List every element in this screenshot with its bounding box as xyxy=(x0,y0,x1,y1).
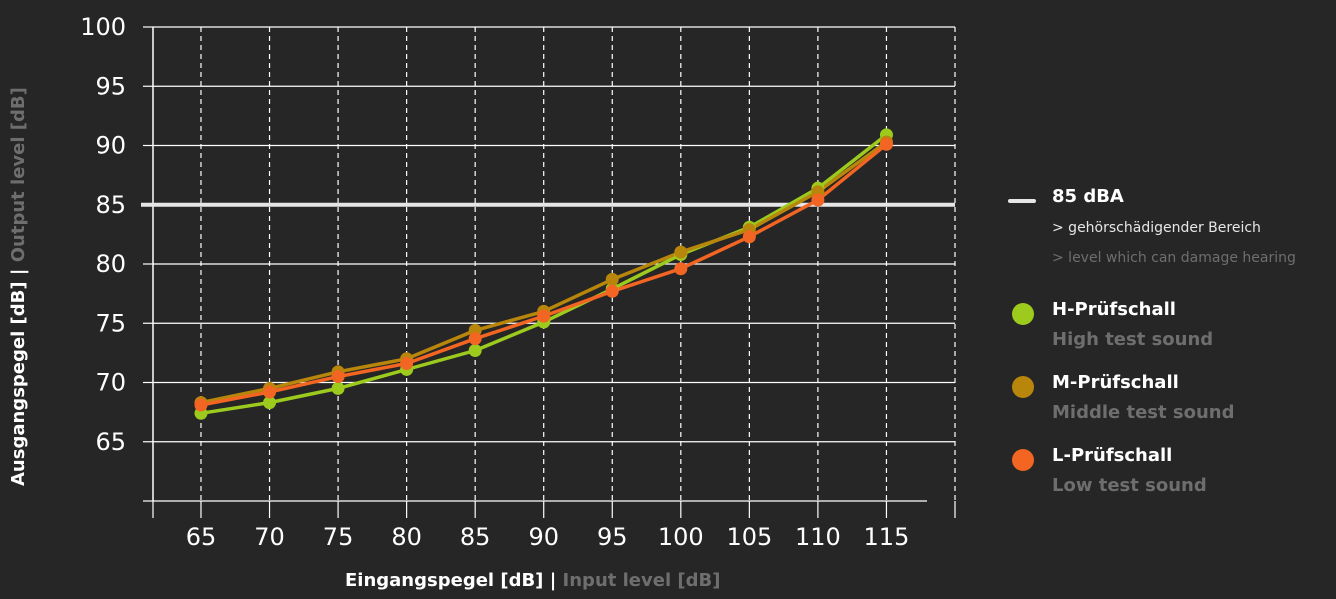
data-point-2-85 xyxy=(468,332,482,346)
data-point-1-100 xyxy=(674,245,688,259)
data-point-0-75 xyxy=(331,381,345,395)
y-tick-label: 65 xyxy=(95,428,126,456)
x-axis-label: Eingangspegel [dB] | Input level [dB] xyxy=(345,570,720,591)
data-point-2-110 xyxy=(811,193,825,207)
y-tick-label: 90 xyxy=(95,132,126,160)
legend-sublabel-l: Low test sound xyxy=(1052,475,1207,496)
legend-label-l: L-Prüfschall xyxy=(1052,445,1173,466)
data-point-2-75 xyxy=(331,370,345,384)
x-tick-label: 70 xyxy=(254,523,285,551)
y-axis-label: Ausgangspegel [dB] | Output level [dB] xyxy=(8,87,29,486)
x-tick-label: 105 xyxy=(726,523,772,551)
data-point-0-85 xyxy=(468,344,482,358)
data-point-0-70 xyxy=(263,396,277,410)
axes xyxy=(143,26,956,518)
x-axis-label-sep: | xyxy=(549,570,557,591)
y-axis-label-sep: | xyxy=(8,268,29,276)
x-tick-label: 75 xyxy=(323,523,354,551)
threshold-desc-en: > level which can damage hearing xyxy=(1052,250,1296,266)
x-axis-label-en: Input level [dB] xyxy=(562,570,721,591)
x-tick-label: 85 xyxy=(460,523,491,551)
threshold-legend-label: 85 dBA xyxy=(1052,186,1124,207)
y-tick-label: 80 xyxy=(95,250,126,278)
x-axis-label-de: Eingangspegel [dB] xyxy=(345,570,544,591)
data-point-2-80 xyxy=(400,357,414,371)
legend-label-h: H-Prüfschall xyxy=(1052,299,1176,320)
legend-sublabel-h: High test sound xyxy=(1052,329,1214,350)
x-tick-label: 65 xyxy=(186,523,217,551)
data-point-2-105 xyxy=(742,230,756,244)
y-tick-label: 85 xyxy=(95,191,126,219)
threshold-legend-swatch xyxy=(1008,199,1036,203)
grid xyxy=(153,26,956,502)
y-tick-label: 75 xyxy=(95,309,126,337)
x-tick-label: 115 xyxy=(864,523,910,551)
legend-label-m: M-Prüfschall xyxy=(1052,372,1179,393)
series-layer xyxy=(194,128,893,420)
data-point-2-115 xyxy=(879,137,893,151)
data-point-2-100 xyxy=(674,262,688,276)
y-tick-label: 100 xyxy=(80,13,126,41)
threshold-desc-de: > gehörschädigender Bereich xyxy=(1052,220,1261,236)
tick-labels: 65 70 75 80 85 90 95 100 65 70 75 80 85 90 95 100 105 110… xyxy=(80,13,909,551)
data-point-2-65 xyxy=(194,398,208,412)
x-tick-label: 90 xyxy=(528,523,559,551)
data-point-2-90 xyxy=(537,309,551,323)
data-point-1-95 xyxy=(605,272,619,286)
y-axis-label-en: Output level [dB] xyxy=(8,87,29,263)
x-tick-label: 95 xyxy=(597,523,628,551)
x-tick-label: 110 xyxy=(795,523,841,551)
data-point-2-70 xyxy=(263,385,277,399)
x-tick-label: 80 xyxy=(391,523,422,551)
y-tick-label: 95 xyxy=(95,72,126,100)
x-tick-label: 100 xyxy=(658,523,704,551)
legend-sublabel-m: Middle test sound xyxy=(1052,402,1235,423)
y-axis-label-de: Ausgangspegel [dB] xyxy=(8,281,29,486)
y-tick-label: 70 xyxy=(95,369,126,397)
legend-swatch-h xyxy=(1012,303,1034,325)
legend-swatch-m xyxy=(1012,376,1034,398)
data-point-2-95 xyxy=(605,284,619,298)
legend-swatch-l xyxy=(1012,449,1034,471)
